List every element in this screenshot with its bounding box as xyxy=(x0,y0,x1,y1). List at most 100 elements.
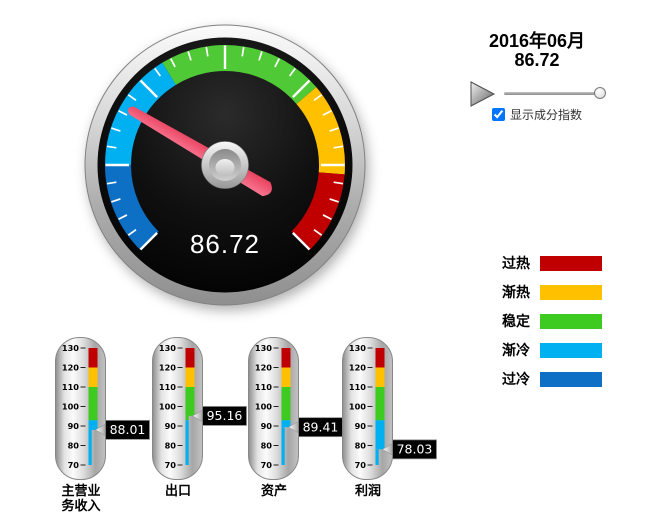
therm-tick-label: 110 xyxy=(159,382,176,392)
therm-tick-label: 90 xyxy=(165,421,177,431)
therm-value-box xyxy=(392,439,437,460)
period-label: 2016年06月 xyxy=(488,31,586,51)
therm-tick-label: 130 xyxy=(349,343,366,353)
therm-value: 88.01 xyxy=(110,422,146,437)
thermometer-main-revenue: 130 120 110 100 90 80 70 88.01 xyxy=(55,337,150,480)
legend-row-cooling: 渐冷 xyxy=(502,342,602,358)
therm-bar-segment xyxy=(88,348,98,368)
therm-tick-label: 70 xyxy=(355,460,367,470)
therm-bar-segment xyxy=(281,348,291,368)
period-value: 86.72 xyxy=(514,50,560,70)
therm-bar-segment xyxy=(375,367,385,387)
legend-swatch-warming xyxy=(540,284,602,300)
gauge-minor-tick xyxy=(205,46,209,57)
thermometer-assets: 130 120 110 100 90 80 70 89.41 xyxy=(248,337,343,480)
gauge-minor-tick xyxy=(274,58,281,68)
therm-bar-segment xyxy=(375,348,385,368)
therm-tick-label: 70 xyxy=(165,460,177,470)
gauge-minor-tick xyxy=(313,228,323,236)
therm-marker xyxy=(191,409,203,422)
therm-bar-segment xyxy=(281,367,291,387)
therm-tick-label: 110 xyxy=(349,382,366,392)
gauge-zone-0 xyxy=(105,164,159,250)
therm-value: 78.03 xyxy=(397,442,433,457)
play-button[interactable] xyxy=(466,78,498,110)
gauge-major-tick xyxy=(292,79,311,98)
legend-row-stable: 稳定 xyxy=(502,313,602,329)
therm-tick-label: 110 xyxy=(255,382,272,392)
legend-swatch-stable xyxy=(540,313,602,329)
show-components-checkbox[interactable] xyxy=(492,108,505,121)
gauge-minor-tick xyxy=(118,109,128,116)
thermometer-profit: 130 120 110 100 90 80 70 78.03 xyxy=(342,337,437,480)
gauge-minor-tick xyxy=(322,109,332,116)
gauge-minor-tick xyxy=(329,127,339,132)
gauge-minor-tick xyxy=(322,214,332,221)
gauge-minor-tick xyxy=(111,127,121,132)
legend-label: 过热 xyxy=(502,255,530,271)
therm-tick-label: 100 xyxy=(349,402,366,412)
therm-tick-label: 70 xyxy=(261,460,273,470)
gauge-major-tick xyxy=(139,79,158,98)
gauge-minor-tick xyxy=(118,214,128,221)
legend-row-warming: 渐热 xyxy=(502,284,602,300)
therm-bar-segment xyxy=(375,387,385,421)
therm-marker xyxy=(94,423,106,436)
therm-bar-segment xyxy=(185,387,195,416)
therm-bar-segment xyxy=(88,420,98,430)
gauge-minor-tick xyxy=(313,94,323,102)
therm-bar-thin xyxy=(185,420,189,465)
gauge-zone-2 xyxy=(162,45,317,105)
gauge-minor-tick xyxy=(333,181,344,185)
therm-tick-label: 80 xyxy=(355,441,367,451)
gauge-minor-tick xyxy=(106,145,117,149)
therm-bar-thin xyxy=(88,429,92,465)
gauge-minor-tick xyxy=(127,94,137,102)
therm-tick-label: 90 xyxy=(68,421,80,431)
therm-bar-segment xyxy=(88,367,98,387)
therm-bar-segment xyxy=(185,367,195,387)
therm-bar-segment xyxy=(88,387,98,421)
therm-tick-label: 100 xyxy=(62,402,79,412)
therm-tick-label: 70 xyxy=(68,460,80,470)
gauge-minor-tick xyxy=(169,58,176,68)
timeline-slider-track[interactable] xyxy=(504,92,600,95)
therm-value-box xyxy=(105,419,150,440)
therm-value-box xyxy=(202,406,247,426)
gauge-minor-tick xyxy=(106,181,117,185)
gauge-minor-tick xyxy=(154,67,162,77)
thermometer-label-export: 出口 xyxy=(164,483,191,498)
therm-bar-thin xyxy=(375,449,379,465)
therm-tick-label: 100 xyxy=(255,402,272,412)
legend-row-overheated: 过热 xyxy=(502,255,602,271)
therm-tick-label: 120 xyxy=(62,363,79,373)
legend-row-overcooled: 过冷 xyxy=(502,371,602,387)
therm-bar-segment xyxy=(375,420,385,450)
therm-tick-label: 110 xyxy=(62,382,79,392)
gauge-minor-tick xyxy=(127,228,137,236)
legend-label: 过冷 xyxy=(502,371,530,387)
therm-tick-label: 90 xyxy=(261,421,273,431)
therm-marker xyxy=(287,421,299,434)
therm-bar-segment xyxy=(185,348,195,368)
therm-tick-label: 100 xyxy=(159,402,176,412)
therm-tick-label: 130 xyxy=(255,343,272,353)
gauge-minor-tick xyxy=(241,46,245,57)
legend-swatch-cooling xyxy=(540,342,602,358)
play-icon xyxy=(470,81,496,107)
gauge-value-readout: 86.72 xyxy=(189,229,261,259)
therm-tick-label: 120 xyxy=(349,363,366,373)
gauge-minor-tick xyxy=(288,67,296,77)
therm-bar-thin xyxy=(185,415,189,421)
gauge-minor-tick xyxy=(111,198,121,203)
timeline-slider-handle[interactable] xyxy=(594,87,606,99)
therm-value: 95.16 xyxy=(207,408,243,423)
gauge-zone-4 xyxy=(291,171,345,250)
therm-tick-label: 130 xyxy=(62,343,79,353)
therm-value: 89.41 xyxy=(303,419,339,434)
therm-tick-label: 80 xyxy=(68,441,80,451)
show-components-row[interactable]: 显示成分指数 xyxy=(492,106,582,123)
show-components-label: 显示成分指数 xyxy=(510,108,583,122)
therm-bar-segment xyxy=(281,420,291,428)
